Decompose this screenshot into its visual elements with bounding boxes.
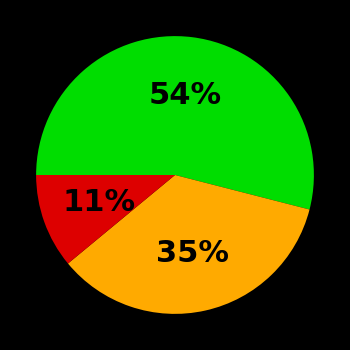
Text: 54%: 54%	[148, 80, 222, 110]
Text: 11%: 11%	[63, 188, 136, 217]
Wedge shape	[68, 175, 309, 314]
Wedge shape	[36, 36, 314, 210]
Wedge shape	[36, 175, 175, 264]
Text: 35%: 35%	[156, 239, 229, 268]
